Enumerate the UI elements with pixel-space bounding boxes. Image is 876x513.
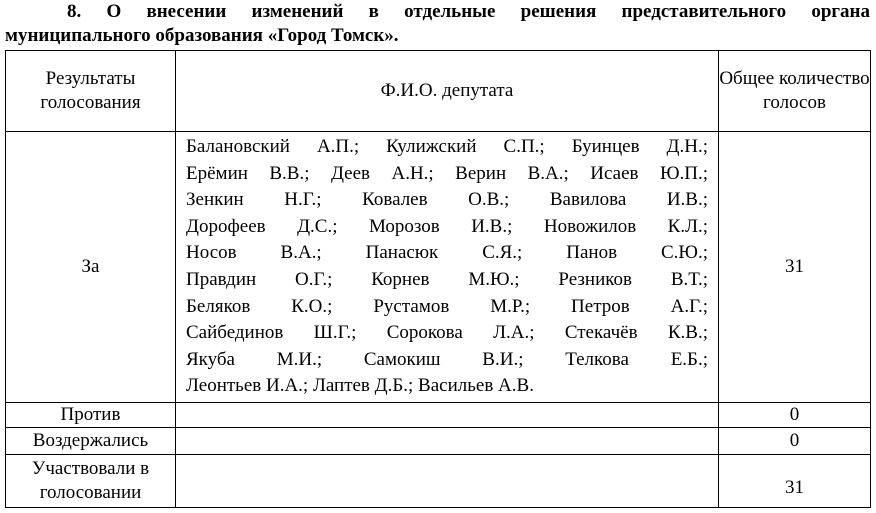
header-results: Результаты голосования	[5, 50, 176, 132]
deputies-line: Ерёмин В.В.; Деев А.Н.; Верин В.А.; Исае…	[186, 162, 708, 184]
deputies-line: Носов В.А.; Панасюк С.Я.; Панов С.Ю.;	[186, 242, 708, 264]
deputies-list	[175, 453, 719, 508]
table-row: Воздержались 0	[5, 426, 871, 455]
result-label: Участвовали в голосовании	[5, 453, 176, 508]
table-header-row: Результаты голосования Ф.И.О. депутата О…	[5, 50, 871, 132]
result-label: Против	[5, 401, 176, 428]
vote-count: 31	[718, 453, 871, 508]
deputies-line: Беляков К.О.; Рустамов М.Р.; Петров А.Г.…	[186, 295, 708, 317]
deputies-list	[175, 426, 719, 455]
deputies-line: Леонтьев И.А.; Лаптев Д.Б.; Васильев А.В…	[186, 375, 534, 397]
deputies-line: Сайбединов Ш.Г.; Сорокова Л.А.; Стекачёв…	[186, 322, 708, 344]
header-deputy-name: Ф.И.О. депутата	[175, 50, 719, 132]
section-heading: 8. О внесении изменений в отдельные реше…	[5, 0, 870, 48]
deputies-list: Балановский А.П.; Кулижский С.П.; Буинце…	[175, 131, 719, 403]
heading-line-2: муниципального образования «Город Томск»…	[5, 25, 399, 46]
deputies-line: Дорофеев Д.С.; Морозов И.В.; Новожилов К…	[186, 215, 708, 237]
deputies-list	[175, 401, 719, 428]
table-row: За Балановский А.П.; Кулижский С.П.; Буи…	[5, 131, 871, 403]
table-row: Против 0	[5, 401, 871, 428]
deputies-line: Якуба М.И.; Самокиш В.И.; Телкова Е.Б.;	[186, 348, 708, 370]
heading-line-1: 8. О внесении изменений в отдельные реше…	[67, 1, 870, 22]
deputies-line: Зенкин Н.Г.; Ковалев О.В.; Вавилова И.В.…	[186, 189, 708, 211]
result-label: Воздержались	[5, 426, 176, 455]
deputies-line: Балановский А.П.; Кулижский С.П.; Буинце…	[186, 136, 708, 157]
result-label: За	[5, 131, 176, 403]
header-total-votes: Общее количество голосов	[718, 50, 871, 132]
deputies-line: Правдин О.Г.; Корнев М.Ю.; Резников В.Т.…	[186, 268, 708, 290]
table-row: Участвовали в голосовании 31	[5, 453, 871, 508]
voting-results-table: Результаты голосования Ф.И.О. депутата О…	[5, 50, 871, 508]
vote-count: 0	[718, 426, 871, 455]
vote-count: 31	[718, 131, 871, 403]
vote-count: 0	[718, 401, 871, 428]
